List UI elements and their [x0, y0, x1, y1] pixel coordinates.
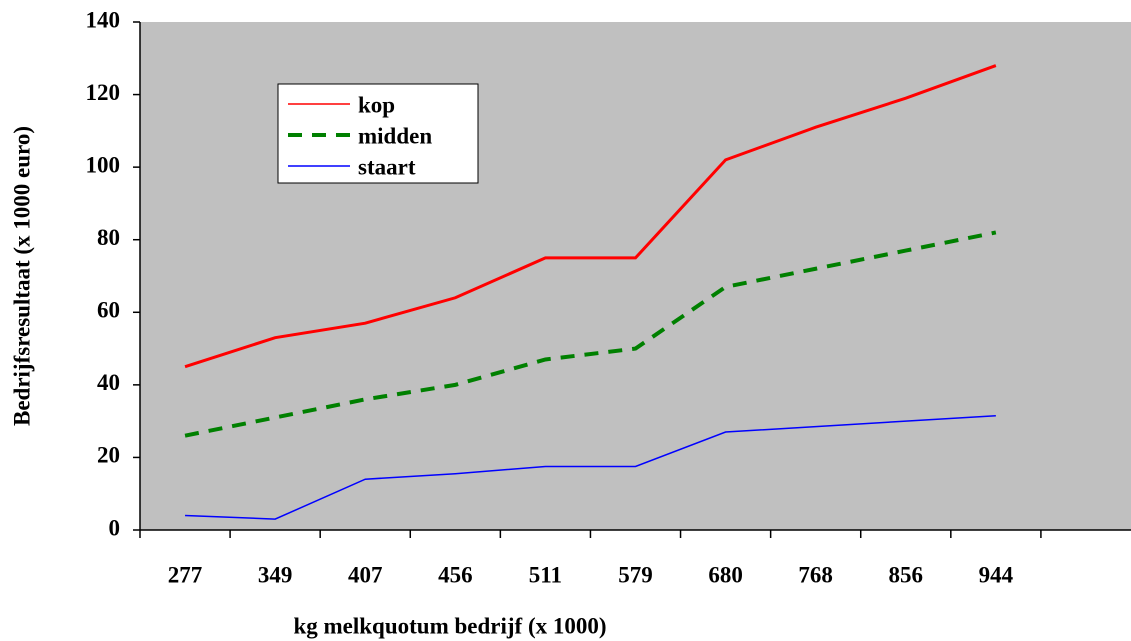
- y-axis-title: Bedrijfsresultaat (x 1000 euro): [9, 126, 34, 426]
- y-tick-label: 100: [86, 152, 121, 177]
- x-tick-label: 407: [348, 562, 383, 587]
- line-series: [184, 64, 997, 369]
- x-tick-label: 768: [798, 562, 833, 587]
- y-tick-label: 120: [86, 80, 121, 105]
- y-tick-label: 20: [97, 443, 120, 468]
- x-tick-label: 579: [618, 562, 653, 587]
- x-tick-label: 456: [438, 562, 473, 587]
- line-series: [184, 230, 997, 438]
- legend-label: midden: [358, 123, 432, 148]
- x-axis-title: kg melkquotum bedrijf (x 1000): [293, 613, 606, 638]
- legend-label: kop: [358, 92, 395, 117]
- y-tick-label: 60: [97, 298, 120, 323]
- legend-label: staart: [358, 154, 416, 179]
- x-tick-label: 680: [708, 562, 743, 587]
- y-tick-label: 40: [97, 370, 120, 395]
- x-tick-label: 856: [889, 562, 924, 587]
- line-series: [185, 414, 996, 520]
- y-tick-label: 140: [86, 7, 121, 32]
- x-tick-label: 277: [168, 562, 203, 587]
- x-tick-label: 349: [258, 562, 293, 587]
- x-tick-label: 511: [529, 562, 562, 587]
- y-tick-label: 80: [97, 225, 120, 250]
- x-tick-label: 944: [979, 562, 1014, 587]
- y-tick-label: 0: [109, 515, 121, 540]
